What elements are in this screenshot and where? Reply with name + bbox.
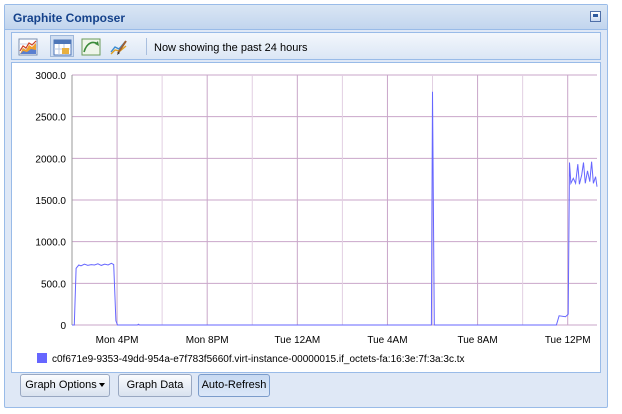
x-tick-label: Tue 8AM [457,335,497,346]
chart-legend: c0f671e9-9353-49dd-954a-e7f783f5660f.vir… [37,353,465,365]
series-line [72,91,598,326]
x-tick-label: Tue 12AM [274,335,320,346]
y-tick-label: 2000.0 [35,154,66,165]
toolbar-separator [146,38,147,55]
edit-button[interactable] [106,35,130,57]
y-tick-label: 1500.0 [35,196,66,207]
collapse-icon[interactable] [590,11,601,22]
auto-refresh-label: Auto-Refresh [201,379,267,391]
x-tick-label: Mon 8PM [186,335,229,346]
x-axis-ticks: Mon 4PM Mon 8PM Tue 12AM Tue 4AM Tue 8AM Tue … [96,335,591,346]
graph-icon [18,38,38,56]
graph-options-button[interactable]: Graph Options [20,374,110,397]
chevron-down-icon [98,383,105,387]
y-axis-ticks: 0 500.0 1000.0 1500.0 2000.0 2500.0 3000.0 [35,71,66,332]
date-range-button[interactable] [50,35,74,57]
graphite-composer-window: Graphite Composer [4,4,608,408]
y-tick-label: 0 [60,321,66,332]
graph-data-label: Graph Data [126,379,184,391]
graph-options-label: Graph Options [25,379,97,391]
edit-icon [110,40,127,55]
y-tick-label: 1000.0 [35,238,66,249]
time-range-status: Now showing the past 24 hours [154,42,308,54]
y-tick-label: 2500.0 [35,113,66,124]
recent-range-button[interactable] [78,35,102,57]
y-tick-label: 500.0 [41,279,66,290]
legend-swatch [37,353,47,363]
auto-refresh-button[interactable]: Auto-Refresh [198,374,270,397]
graph-panel: 0 500.0 1000.0 1500.0 2000.0 2500.0 3000.0 Mon… [11,62,601,373]
graph-button[interactable] [15,35,39,57]
legend-label: c0f671e9-9353-49dd-954a-e7f783f5660f.vir… [52,354,465,365]
x-tick-label: Mon 4PM [96,335,139,346]
y-tick-label: 3000.0 [35,71,66,82]
toolbar: Now showing the past 24 hours [11,32,601,60]
recent-range-icon [81,38,101,56]
graph-chart: 0 500.0 1000.0 1500.0 2000.0 2500.0 3000.0 Mon… [12,63,600,372]
chart-series [72,91,598,326]
x-tick-label: Tue 12PM [545,335,591,346]
calendar-icon [53,39,72,56]
window-titlebar: Graphite Composer [5,5,607,30]
window-title: Graphite Composer [13,11,126,25]
graph-data-button[interactable]: Graph Data [118,374,192,397]
x-tick-label: Tue 4AM [367,335,407,346]
